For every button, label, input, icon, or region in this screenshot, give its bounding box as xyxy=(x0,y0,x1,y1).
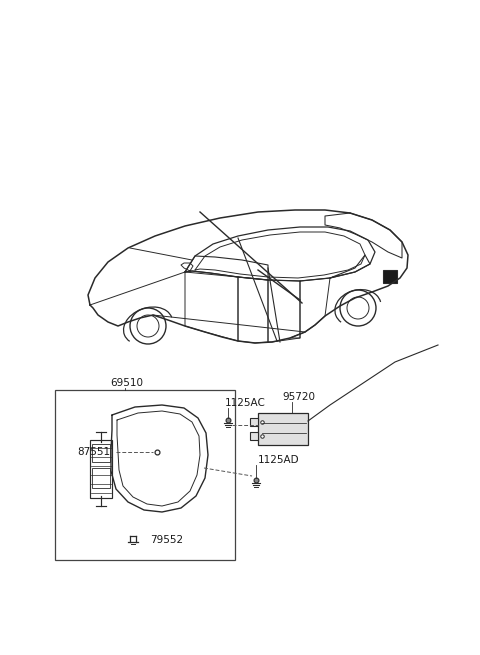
Bar xyxy=(250,432,258,440)
Bar xyxy=(55,390,235,560)
Text: 79552: 79552 xyxy=(150,535,183,545)
Bar xyxy=(250,418,258,426)
Bar xyxy=(258,413,308,445)
Text: 69510: 69510 xyxy=(110,378,143,388)
Text: 87551: 87551 xyxy=(77,447,110,457)
Text: 1125AC: 1125AC xyxy=(225,398,266,408)
Bar xyxy=(90,440,112,498)
Text: 1125AD: 1125AD xyxy=(258,455,300,465)
Bar xyxy=(92,468,110,488)
Bar xyxy=(92,444,110,462)
Bar xyxy=(383,270,397,283)
Text: 95720: 95720 xyxy=(282,392,315,402)
